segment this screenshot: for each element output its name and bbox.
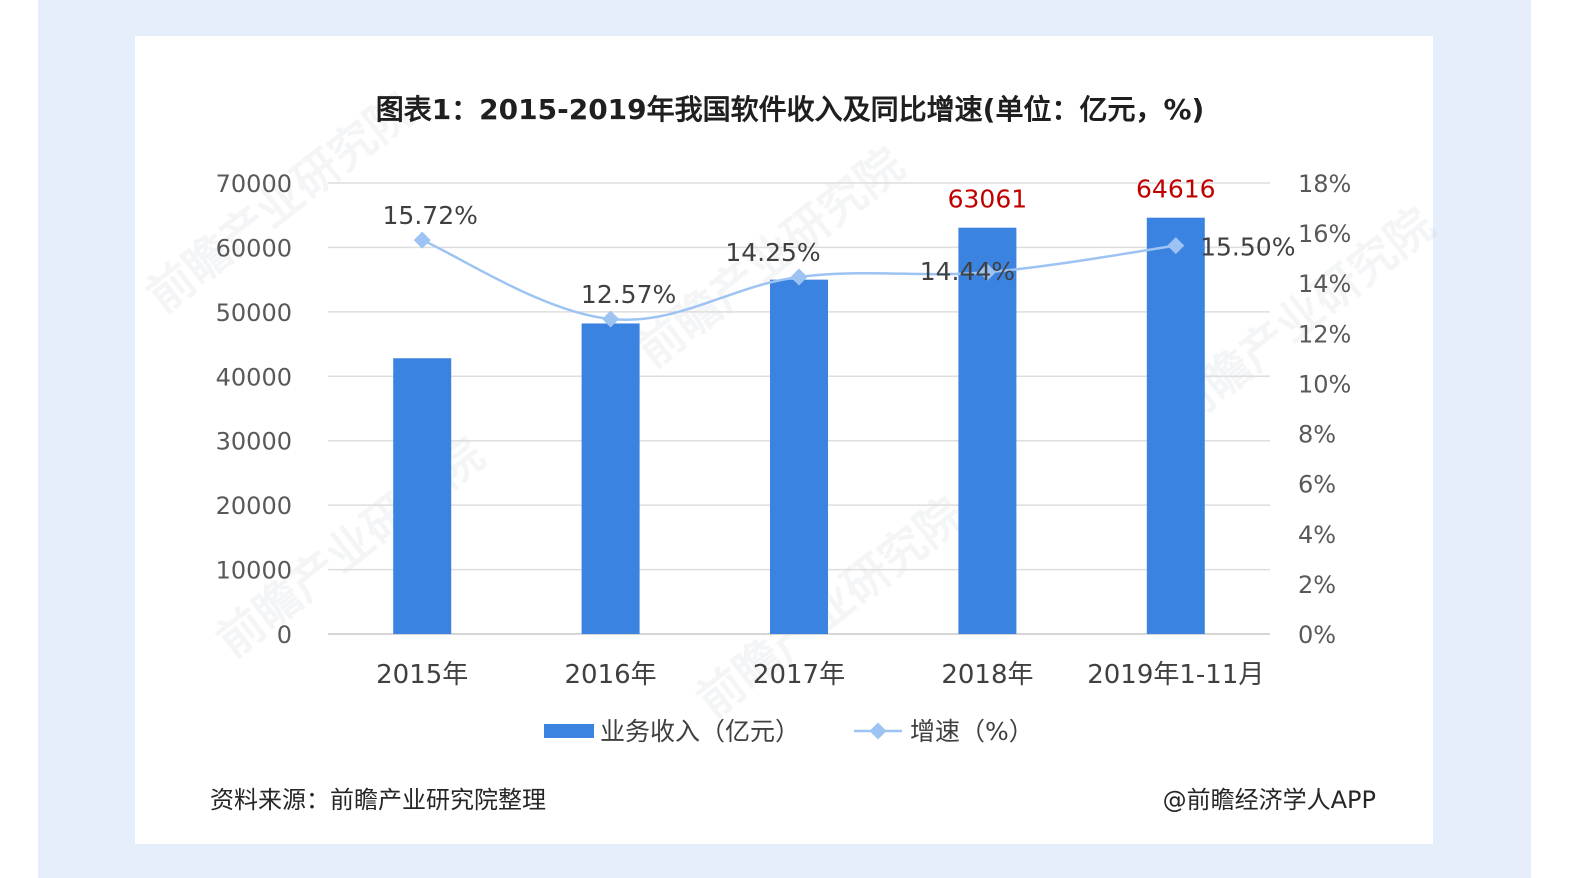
- line-marker: [413, 231, 431, 249]
- left-axis-ticks: 0 10000 20000 30000 40000 50000 60000 70000: [216, 170, 292, 649]
- left-tick-label: 70000: [216, 170, 292, 198]
- category-label: 2017年: [753, 660, 845, 690]
- left-tick-label: 10000: [216, 557, 292, 585]
- line-series: 15.72% 12.57% 14.25% 14.44% 15.50%: [383, 201, 1295, 328]
- right-tick-label: 6%: [1298, 471, 1336, 499]
- legend-swatch-bar: [544, 724, 594, 738]
- category-axis: 2015年 2016年 2017年 2018年 2019年1-11月: [376, 660, 1264, 690]
- chart-title: 图表1：2015-2019年我国软件收入及同比增速(单位：亿元，%): [376, 93, 1205, 126]
- left-tick-label: 60000: [216, 234, 292, 262]
- legend-label-bar: 业务收入（亿元）: [600, 717, 800, 746]
- left-tick-label: 0: [277, 621, 292, 649]
- line-value-label: 15.72%: [383, 201, 478, 230]
- bar: [393, 358, 452, 634]
- bar-series: 63061 64616: [393, 175, 1216, 635]
- bar-value-label: 64616: [1136, 175, 1216, 204]
- line-value-label: 14.25%: [725, 238, 820, 267]
- line-value-label: 14.44%: [920, 257, 1015, 286]
- right-tick-label: 16%: [1298, 220, 1351, 248]
- bar-value-label: 63061: [948, 185, 1028, 214]
- category-label: 2018年: [941, 660, 1033, 690]
- line-marker: [978, 263, 996, 281]
- left-tick-label: 50000: [216, 299, 292, 327]
- right-tick-label: 12%: [1298, 320, 1351, 348]
- left-tick-label: 20000: [216, 492, 292, 520]
- category-label: 2016年: [565, 660, 657, 690]
- credit-note: @前瞻经济学人APP: [1163, 786, 1376, 814]
- right-tick-label: 18%: [1298, 170, 1351, 198]
- right-axis-ticks: 0% 2% 4% 6% 8% 10% 12% 14% 16% 18%: [1298, 170, 1351, 649]
- category-label: 2019年1-11月: [1087, 660, 1264, 690]
- category-label: 2015年: [376, 660, 468, 690]
- watermark-text: 前瞻产业研究院: [687, 487, 974, 728]
- line-value-label: 12.57%: [581, 280, 676, 309]
- line-marker: [602, 310, 620, 328]
- bar: [770, 279, 828, 634]
- line-marker: [790, 268, 808, 286]
- right-tick-label: 4%: [1298, 521, 1336, 549]
- legend-marker-line: [869, 722, 887, 740]
- legend: 业务收入（亿元） 增速（%）: [544, 717, 1034, 746]
- left-tick-label: 40000: [216, 363, 292, 391]
- right-tick-label: 0%: [1298, 621, 1336, 649]
- left-tick-label: 30000: [216, 428, 292, 456]
- bar: [958, 227, 1017, 635]
- legend-label-line: 增速（%）: [910, 717, 1034, 746]
- bar: [1146, 217, 1205, 634]
- right-tick-label: 8%: [1298, 421, 1336, 449]
- bar: [581, 323, 640, 634]
- right-tick-label: 10%: [1298, 370, 1351, 398]
- right-tick-label: 14%: [1298, 270, 1351, 298]
- source-note: 资料来源：前瞻产业研究院整理: [210, 786, 546, 814]
- line-value-label: 15.50%: [1200, 233, 1295, 262]
- right-tick-label: 2%: [1298, 571, 1336, 599]
